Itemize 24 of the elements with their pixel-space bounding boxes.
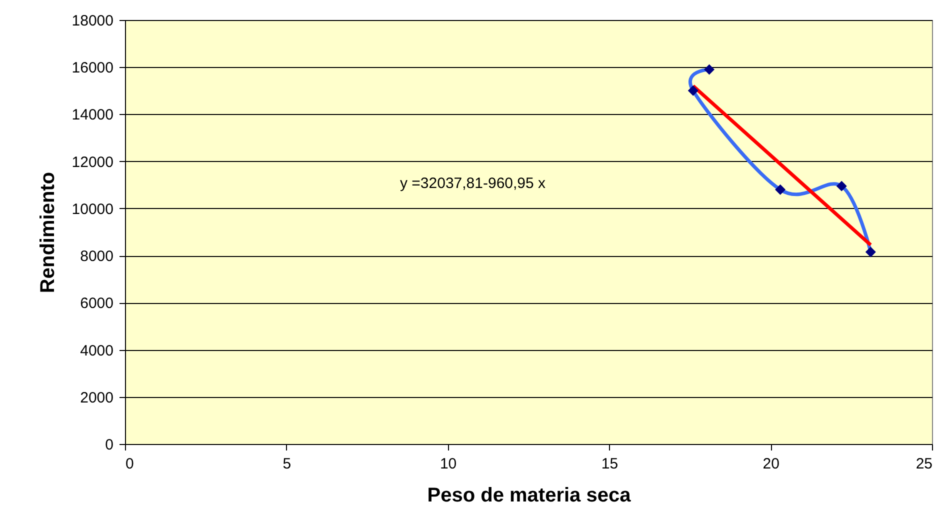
y-tick-label: 6000 <box>80 295 114 312</box>
point <box>688 85 698 96</box>
y-tick-label: 10000 <box>72 200 114 218</box>
y-tick-label: 4000 <box>80 342 114 360</box>
y-tick-label: 8000 <box>80 248 114 266</box>
y-tick-label: 16000 <box>72 60 114 77</box>
x-tick-label: 20 <box>762 456 780 472</box>
point <box>775 184 786 195</box>
point <box>865 246 876 258</box>
point <box>836 180 847 192</box>
y-tick-label: 14000 <box>72 106 114 124</box>
point <box>704 64 715 75</box>
y-tick-label: 18000 <box>72 12 114 30</box>
y-tick-label: 0 <box>105 436 114 454</box>
x-tick-label: 5 <box>282 456 292 472</box>
x-tick-label: 25 <box>916 456 932 472</box>
x-tick-label: 15 <box>601 456 618 472</box>
annotation: y =32037,81-960,95 x <box>400 175 546 192</box>
x-tick-label: 0 <box>126 456 134 472</box>
x-tick-label: 10 <box>440 456 457 472</box>
y-axis-title: Rendimiento <box>36 172 59 294</box>
y-tick-label: 2000 <box>80 389 114 406</box>
y-tick-label: 12000 <box>72 154 114 171</box>
x-axis-title: Peso de materia seca <box>427 484 632 506</box>
